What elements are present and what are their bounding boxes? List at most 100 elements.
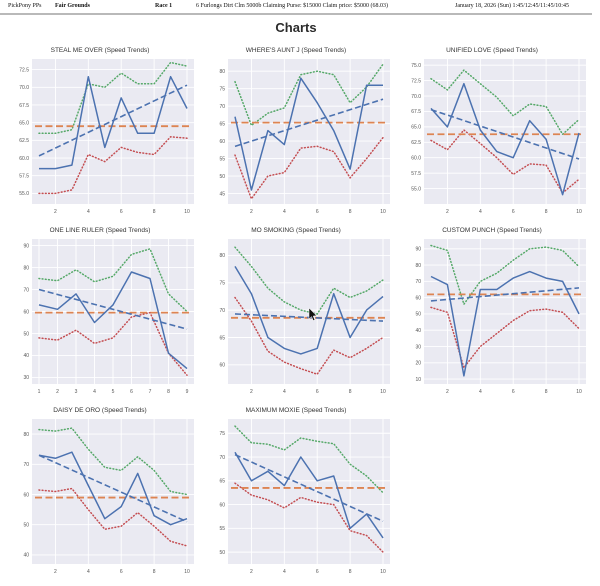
chart-title: MO SMOKING (Speed Trends) [251, 227, 341, 234]
svg-text:75.0: 75.0 [411, 63, 421, 69]
svg-text:8: 8 [167, 389, 170, 395]
svg-text:10: 10 [576, 209, 582, 215]
svg-text:50: 50 [219, 550, 225, 556]
race-number: Race 1 [155, 3, 173, 9]
page-title: Charts [275, 20, 317, 35]
svg-text:75: 75 [219, 281, 225, 287]
svg-text:70: 70 [23, 462, 29, 468]
svg-text:75: 75 [219, 86, 225, 92]
svg-text:4: 4 [283, 209, 286, 215]
svg-text:90: 90 [23, 243, 29, 249]
svg-text:30: 30 [23, 375, 29, 381]
svg-text:55.0: 55.0 [19, 191, 29, 197]
svg-text:4: 4 [87, 209, 90, 215]
svg-text:2: 2 [446, 209, 449, 215]
svg-text:2: 2 [54, 569, 57, 575]
chart-plot: 10 20 30 40 50 60 70 80 90 2 4 6 8 10 [415, 239, 586, 395]
svg-text:70.0: 70.0 [411, 94, 421, 100]
svg-text:72.5: 72.5 [19, 67, 29, 73]
svg-text:10: 10 [415, 377, 421, 383]
svg-text:50: 50 [415, 312, 421, 318]
race-datetime: January 18, 2026 (Sun) 1:45/12:45/11:45/… [455, 3, 569, 9]
chart-plot: 45 50 55 60 65 70 75 80 2 4 6 8 10 [219, 59, 390, 215]
chart-plot: 60 65 70 75 80 2 4 6 8 10 [219, 239, 390, 395]
svg-text:8: 8 [349, 569, 352, 575]
svg-text:65.0: 65.0 [19, 120, 29, 126]
svg-text:2: 2 [250, 389, 253, 395]
svg-text:1: 1 [38, 389, 41, 395]
svg-text:65.0: 65.0 [411, 125, 421, 131]
svg-text:20: 20 [415, 361, 421, 367]
svg-text:8: 8 [153, 569, 156, 575]
svg-text:50: 50 [219, 174, 225, 180]
svg-text:40: 40 [23, 553, 29, 559]
svg-text:57.5: 57.5 [19, 174, 29, 180]
svg-text:7: 7 [149, 389, 152, 395]
mouse-cursor [308, 308, 318, 321]
svg-text:6: 6 [120, 209, 123, 215]
svg-text:70: 70 [219, 455, 225, 461]
svg-text:6: 6 [316, 389, 319, 395]
svg-text:40: 40 [23, 353, 29, 359]
svg-text:65: 65 [219, 479, 225, 485]
svg-text:65: 65 [219, 121, 225, 127]
chart-plot: 40 50 60 70 80 2 4 6 8 10 [23, 419, 194, 575]
chart-title: MAXIMUM MOXIE (Speed Trends) [245, 407, 347, 414]
svg-text:6: 6 [316, 209, 319, 215]
svg-text:8: 8 [349, 389, 352, 395]
svg-text:8: 8 [153, 209, 156, 215]
header-divider [0, 13, 592, 15]
svg-text:60.0: 60.0 [19, 156, 29, 162]
chart-custom-punch: CUSTOM PUNCH (Speed Trends) 10 20 30 40 50 60 7… [394, 224, 590, 404]
svg-text:30: 30 [415, 344, 421, 350]
svg-text:5: 5 [112, 389, 115, 395]
svg-text:6: 6 [512, 209, 515, 215]
chart-title: DAISY DE ORO (Speed Trends) [53, 407, 147, 414]
svg-text:40: 40 [415, 328, 421, 334]
chart-plot: 55.0 57.5 60.0 62.5 65.0 67.5 70.0 72.5 75.0 2 4 6 8… [411, 59, 586, 215]
svg-text:45: 45 [219, 191, 225, 197]
chart-title: WHERE'S AUNT J (Speed Trends) [245, 47, 347, 54]
svg-text:80: 80 [219, 69, 225, 75]
svg-text:10: 10 [380, 209, 386, 215]
chart-mo-smoking: MO SMOKING (Speed Trends) 60 65 70 75 80 2 4 6 8 1… [198, 224, 394, 404]
svg-text:90: 90 [415, 247, 421, 253]
svg-text:10: 10 [380, 389, 386, 395]
svg-text:60: 60 [23, 309, 29, 315]
chart-maximum-moxie: MAXIMUM MOXIE (Speed Trends) 50 55 60 65 70 75… [198, 404, 394, 584]
svg-text:62.5: 62.5 [411, 140, 421, 146]
chart-steal-me-over: STEAL ME OVER (Speed Trends) 55.0 57.5 60.0… [2, 44, 198, 224]
svg-text:10: 10 [380, 569, 386, 575]
svg-text:4: 4 [479, 209, 482, 215]
svg-text:10: 10 [576, 389, 582, 395]
svg-text:6: 6 [130, 389, 133, 395]
svg-text:70: 70 [219, 104, 225, 110]
svg-text:55: 55 [219, 526, 225, 532]
svg-text:65: 65 [219, 335, 225, 341]
svg-text:10: 10 [184, 569, 190, 575]
chart-title: UNIFIED LOVE (Speed Trends) [446, 47, 538, 54]
svg-text:4: 4 [283, 569, 286, 575]
svg-text:57.5: 57.5 [411, 171, 421, 177]
svg-text:60: 60 [219, 139, 225, 145]
svg-text:70: 70 [219, 308, 225, 314]
chart-plot: 30 40 50 60 70 80 90 1 2 3 4 5 6 7 8 9 [23, 239, 194, 395]
svg-text:70: 70 [415, 279, 421, 285]
svg-text:80: 80 [23, 432, 29, 438]
svg-text:2: 2 [54, 209, 57, 215]
svg-text:6: 6 [316, 569, 319, 575]
svg-text:8: 8 [545, 389, 548, 395]
svg-text:70.0: 70.0 [19, 85, 29, 91]
svg-text:62.5: 62.5 [19, 138, 29, 144]
svg-text:50: 50 [23, 523, 29, 529]
svg-text:80: 80 [219, 253, 225, 259]
svg-text:8: 8 [545, 209, 548, 215]
svg-text:80: 80 [23, 265, 29, 271]
chart-daisy-de-oro: DAISY DE ORO (Speed Trends) 40 50 60 70 80 2 4 6… [2, 404, 198, 584]
report-header: PickPony PPs Fair Grounds Race 1 6 Furlo… [0, 0, 600, 13]
svg-text:2: 2 [446, 389, 449, 395]
svg-text:80: 80 [415, 263, 421, 269]
svg-text:2: 2 [250, 209, 253, 215]
chart-plot: 55.0 57.5 60.0 62.5 65.0 67.5 70.0 72.5 2 4 6 8 10 [19, 59, 194, 215]
chart-one-line-ruler: ONE LINE RULER (Speed Trends) 30 40 50 60 70 8… [2, 224, 198, 404]
